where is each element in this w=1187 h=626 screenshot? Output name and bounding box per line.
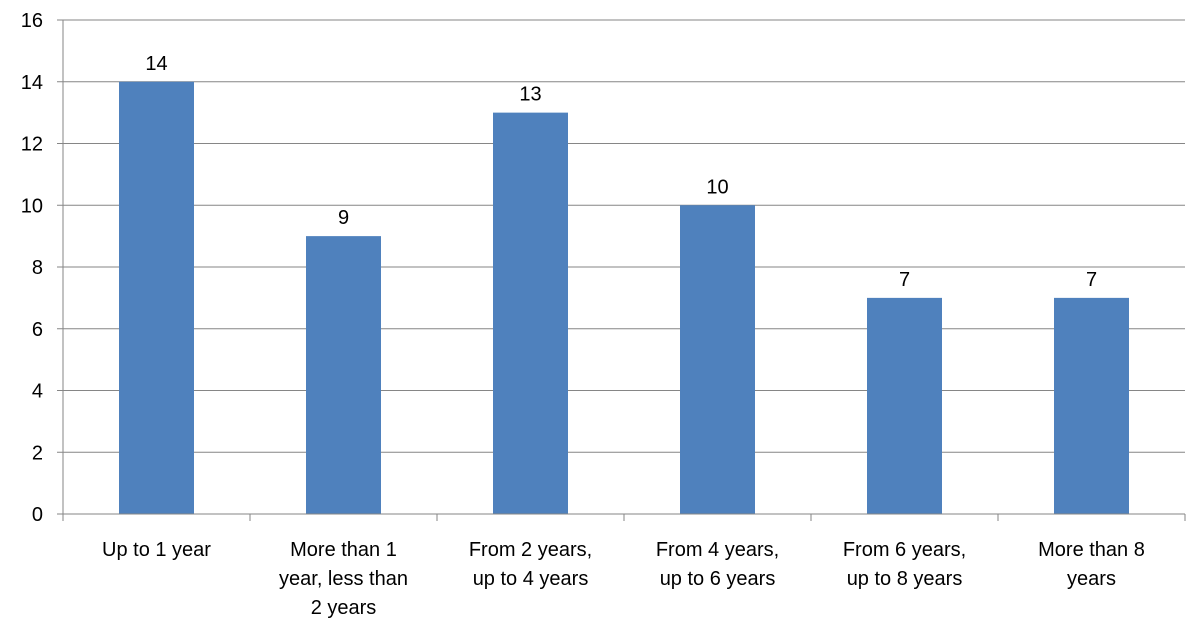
x-category-label-line: year, less than bbox=[279, 568, 408, 590]
y-tick-label: 8 bbox=[32, 257, 43, 279]
x-category-label-line: 2 years bbox=[311, 597, 377, 619]
bars bbox=[119, 81, 1129, 514]
x-category-label-line: Up to 1 year bbox=[102, 539, 211, 561]
x-category-label: Up to 1 year bbox=[102, 539, 211, 561]
data-label: 14 bbox=[145, 53, 167, 75]
y-tick-label: 12 bbox=[21, 134, 43, 156]
y-tick-label: 16 bbox=[21, 10, 43, 32]
y-tick-label: 0 bbox=[32, 504, 43, 526]
x-category-label: From 6 years, up to 8 years bbox=[843, 539, 966, 590]
x-category-label-line: up to 6 years bbox=[660, 568, 776, 590]
x-category-label-line: years bbox=[1067, 568, 1116, 590]
y-tick-labels: 0 2 4 6 8 10 12 14 16 bbox=[21, 10, 43, 526]
x-category-label-line: More than 1 bbox=[290, 539, 397, 561]
bar bbox=[306, 236, 381, 514]
data-label: 7 bbox=[899, 269, 910, 291]
x-category-label-line: More than 8 bbox=[1038, 539, 1145, 561]
bar bbox=[867, 297, 942, 514]
y-tick-label: 2 bbox=[32, 442, 43, 464]
gridlines bbox=[57, 19, 1186, 521]
bar bbox=[493, 112, 568, 514]
data-label: 9 bbox=[338, 207, 349, 229]
x-category-label: More than 1 year, less than 2 years bbox=[279, 539, 408, 619]
x-category-label-line: up to 8 years bbox=[847, 568, 963, 590]
bar bbox=[1054, 297, 1129, 514]
x-category-label: From 2 years, up to 4 years bbox=[469, 539, 592, 590]
x-category-label-line: From 4 years, bbox=[656, 539, 779, 561]
axes bbox=[62, 20, 1185, 515]
x-category-label: From 4 years, up to 6 years bbox=[656, 539, 779, 590]
data-label: 10 bbox=[706, 176, 728, 198]
x-category-label: More than 8 years bbox=[1038, 539, 1145, 590]
bar bbox=[119, 81, 194, 514]
y-tick-label: 4 bbox=[32, 381, 43, 403]
data-labels: 14 9 13 10 7 7 bbox=[145, 53, 1097, 291]
y-tick-label: 6 bbox=[32, 319, 43, 341]
bar bbox=[680, 205, 755, 514]
data-label: 13 bbox=[519, 84, 541, 106]
y-tick-label: 10 bbox=[21, 195, 43, 217]
y-tick-label: 14 bbox=[21, 72, 43, 94]
x-category-labels: Up to 1 year More than 1 year, less than 2 … bbox=[102, 539, 1145, 619]
x-category-label-line: up to 4 years bbox=[473, 568, 589, 590]
data-label: 7 bbox=[1086, 269, 1097, 291]
x-category-label-line: From 6 years, bbox=[843, 539, 966, 561]
x-category-label-line: From 2 years, bbox=[469, 539, 592, 561]
